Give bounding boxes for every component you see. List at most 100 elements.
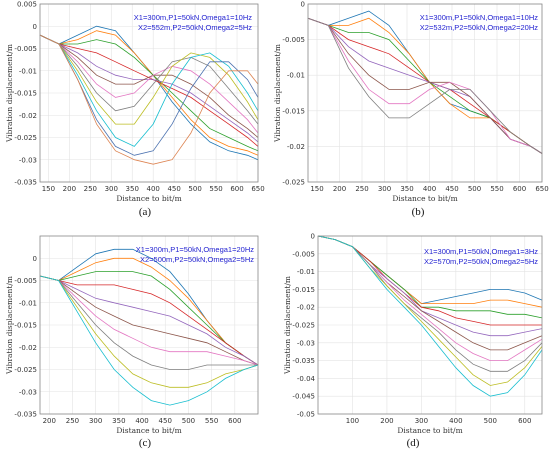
y-tick-label-d: -0.02 (297, 304, 315, 312)
x-tick-label-a: 350 (126, 185, 139, 193)
y-tick-label-b: -0.02 (287, 143, 305, 151)
series-line-a-8 (39, 34, 259, 125)
chart-panel-a: 150 200 250 300 350 400 450 500 550 600 650 0.005 0 -… (5, 1, 265, 204)
x-tick-label-d: 100 (346, 417, 359, 425)
panel-label-b: (b) (412, 206, 425, 218)
y-tick-label-d: -0.04 (297, 375, 316, 383)
series-line-c-6 (39, 275, 259, 366)
x-tick-label-a: 200 (63, 185, 76, 193)
axes-frame-d (317, 235, 543, 415)
series-line-a-9 (39, 34, 259, 125)
x-tick-label-c: 450 (159, 417, 172, 425)
y-axis-label-b: Vibration displacement/m (273, 44, 282, 143)
x-tick-label-d: 400 (449, 417, 462, 425)
y-tick-label-c: -0.03 (19, 388, 37, 396)
x-tick-label-b: 450 (445, 185, 458, 193)
y-tick-label-a: -0.01 (19, 67, 37, 75)
chart-panel-c: 200 250 300 350 400 450 500 550 600 0 -0.005 -0.01 -… (5, 235, 259, 435)
x-tick-label-b: 250 (355, 185, 368, 193)
y-tick-label-a: -0.035 (14, 179, 37, 187)
x-tick-label-a: 550 (209, 185, 222, 193)
legend-entry-c-1: X1=300m,P1=50kN,Omega1=20Hz (136, 245, 254, 254)
x-tick-label-a: 250 (84, 185, 97, 193)
panel-label-a: (a) (139, 206, 152, 218)
y-tick-label-d: -0.005 (292, 250, 315, 258)
series-line-a-5 (39, 34, 259, 143)
y-tick-label-c: -0.025 (14, 366, 37, 374)
y-tick-label-d: -0.025 (292, 322, 315, 330)
y-tick-label-c: -0.02 (19, 344, 37, 352)
y-tick-label-c: -0.005 (14, 277, 37, 285)
x-tick-label-c: 350 (112, 417, 125, 425)
x-tick-label-b: 300 (378, 185, 391, 193)
axes-frame-a (39, 3, 259, 183)
panel-label-d: (d) (407, 437, 420, 449)
y-tick-label-b: -0.01 (287, 72, 305, 80)
series-line-c-9 (39, 275, 259, 388)
chart-panel-d: 100 200 300 400 500 600 0 -0.005 -0.01 -0.015 -0.0… (283, 233, 543, 435)
series-line-b-7 (307, 17, 543, 154)
x-tick-label-b: 600 (513, 185, 526, 193)
series-line-c-4 (39, 275, 259, 366)
y-tick-label-d: -0.015 (292, 286, 315, 294)
legend-entry-c-2: X2=500m,P2=50kN,Omega2=5Hz (140, 255, 254, 264)
y-tick-label-c: -0.01 (19, 299, 37, 307)
x-tick-label-c: 300 (89, 417, 102, 425)
axes-frame-b (307, 3, 543, 183)
y-tick-label-b: -0.015 (282, 107, 305, 115)
y-axis-label-a: Vibration displacement/m (5, 44, 14, 143)
series-line-d-10 (317, 235, 543, 397)
legend-entry-d-2: X2=570m,P2=50kN,Omega2=5Hz (424, 257, 538, 266)
y-tick-label-a: -0.02 (19, 112, 37, 120)
y-tick-label-b: 0 (301, 1, 305, 9)
x-tick-label-b: 350 (400, 185, 413, 193)
x-axis-label-a: Distance to bit/m (116, 194, 181, 203)
x-tick-label-d: 200 (380, 417, 393, 425)
panel-label-c: (c) (139, 437, 152, 449)
series-line-d-4 (317, 235, 542, 326)
x-axis-label-d: Distance to bit/m (397, 426, 462, 435)
series-line-c-10 (39, 275, 259, 406)
y-tick-label-b: -0.005 (282, 36, 305, 44)
legend-entry-a-1: X1=300m,P1=50kN,Omega1=10Hz (134, 13, 252, 22)
x-tick-label-a: 650 (251, 185, 264, 193)
y-tick-label-a: 0.005 (17, 1, 37, 9)
y-tick-label-d: -0.045 (292, 393, 315, 401)
x-tick-label-a: 150 (42, 185, 55, 193)
series-line-c-5 (39, 275, 259, 366)
x-tick-label-a: 300 (105, 185, 118, 193)
x-tick-label-d: 300 (415, 417, 428, 425)
legend-entry-b-1: X1=300m,P1=50kN,Omega1=10Hz (420, 13, 538, 22)
series-line-a-10 (39, 34, 259, 147)
y-tick-label-c: 0 (33, 255, 37, 263)
series-line-c-8 (39, 275, 258, 370)
x-tick-label-b: 400 (423, 185, 436, 193)
x-tick-label-b: 650 (535, 185, 548, 193)
x-tick-label-a: 450 (167, 185, 180, 193)
y-tick-label-c: -0.035 (14, 411, 37, 419)
series-line-a-7 (39, 34, 259, 134)
x-tick-label-d: 600 (518, 417, 531, 425)
x-tick-label-c: 600 (228, 417, 241, 425)
y-axis-label-c: Vibration displacement/m (5, 276, 14, 375)
legend-entry-a-2: X2=552m,P2=50kN,Omega2=5Hz (138, 23, 252, 32)
x-tick-label-c: 200 (43, 417, 56, 425)
y-tick-label-c: -0.015 (14, 322, 37, 330)
y-tick-label-a: -0.015 (14, 90, 37, 98)
series-line-b-8 (307, 17, 543, 154)
series-line-a-12 (39, 34, 259, 165)
y-tick-label-d: -0.035 (292, 357, 315, 365)
y-tick-label-d: -0.03 (297, 339, 315, 347)
x-axis-label-c: Distance to bit/m (116, 426, 181, 435)
x-tick-label-c: 550 (205, 417, 218, 425)
x-tick-label-b: 500 (468, 185, 481, 193)
y-axis-label-d: Vibration displacement/m (283, 276, 292, 375)
y-tick-label-d: -0.01 (297, 268, 315, 276)
x-tick-label-c: 400 (135, 417, 148, 425)
x-tick-label-c: 250 (66, 417, 79, 425)
x-tick-label-b: 150 (310, 185, 323, 193)
legend-entry-b-2: X2=532m,P2=50kN,Omega2=20Hz (420, 23, 538, 32)
y-tick-label-a: -0.005 (14, 45, 37, 53)
x-tick-label-a: 400 (147, 185, 160, 193)
